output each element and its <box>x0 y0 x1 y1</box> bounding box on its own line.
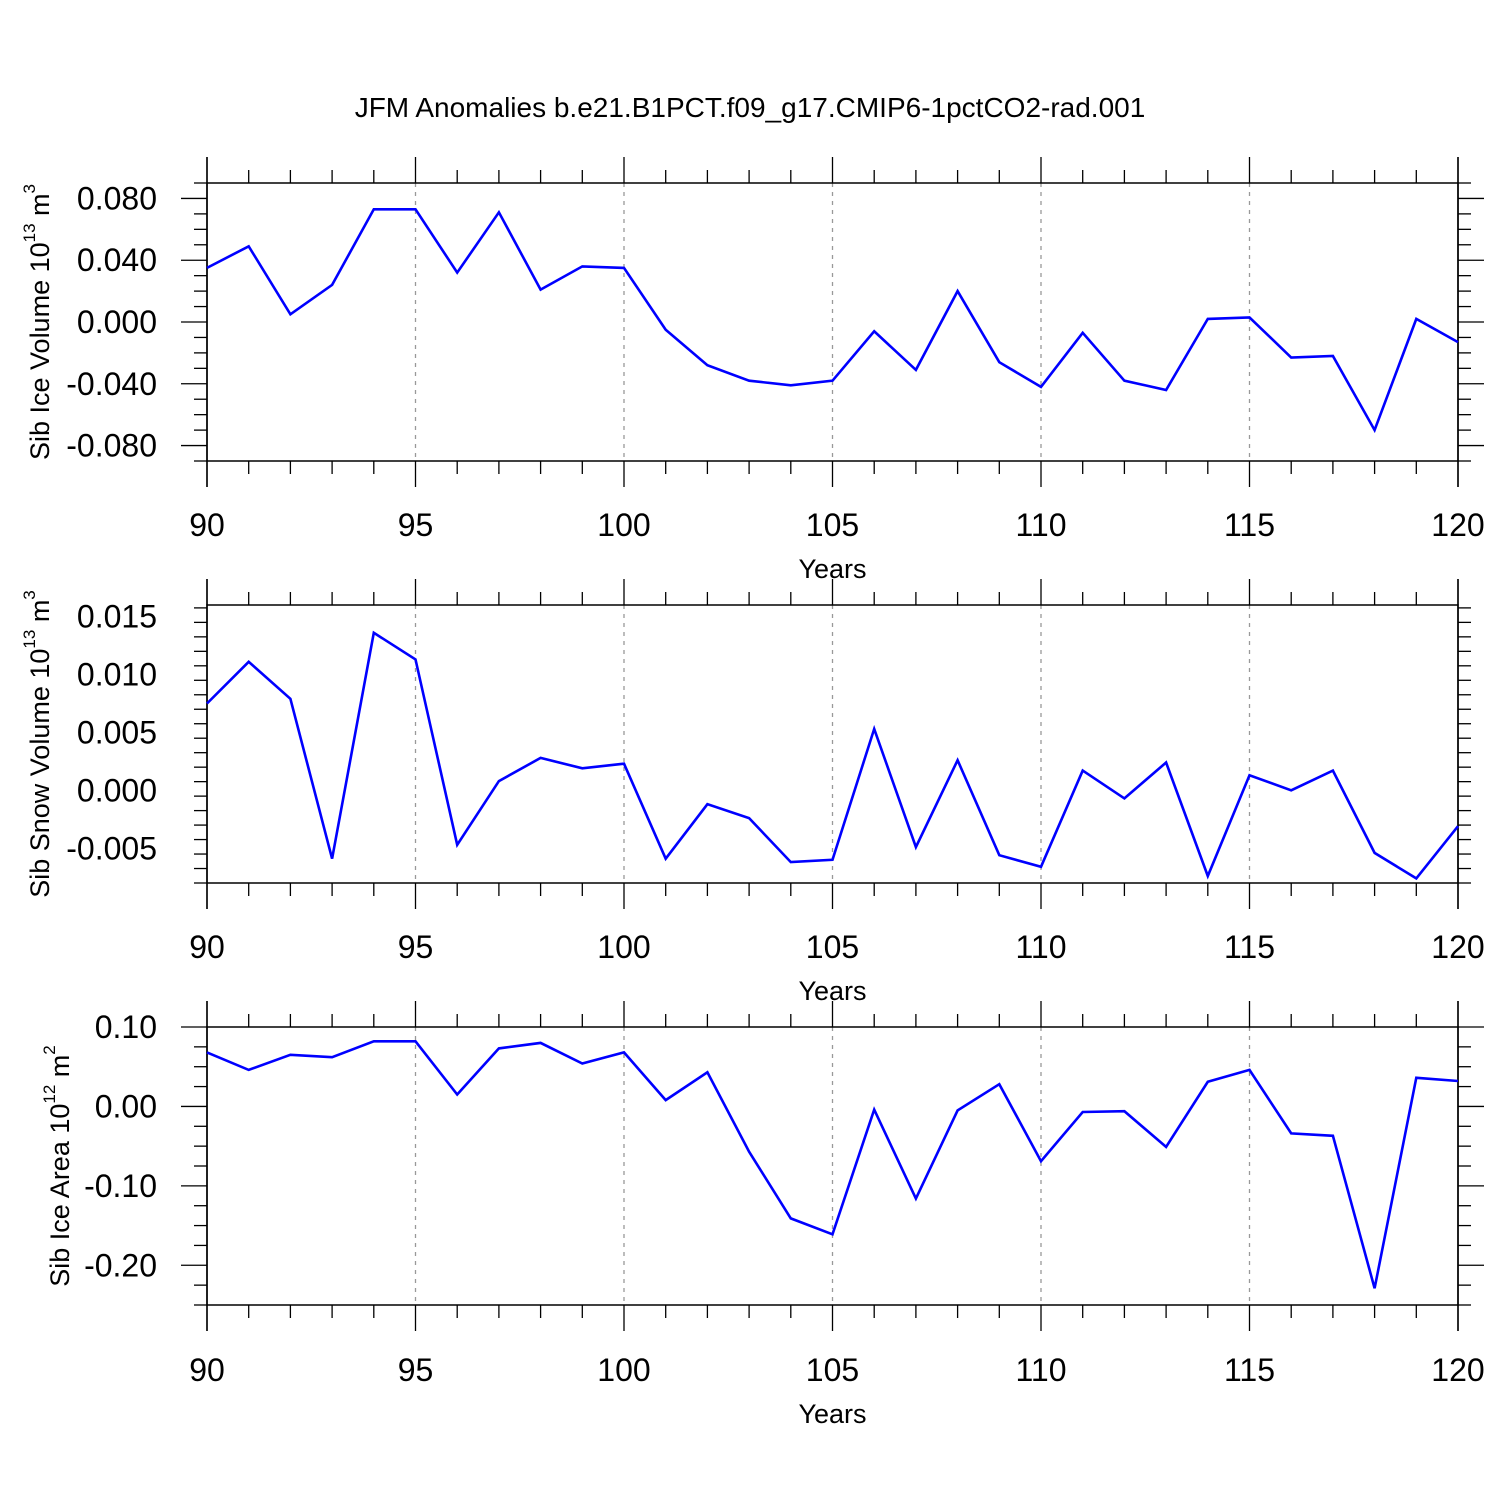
y-tick-label: -0.20 <box>84 1247 157 1283</box>
y-tick-label: -0.005 <box>66 830 157 866</box>
y-tick-label: -0.10 <box>84 1168 157 1204</box>
y-axis-title-part: m <box>25 193 55 223</box>
y-tick-label: 0.00 <box>95 1088 157 1124</box>
x-tick-label: 95 <box>398 929 434 965</box>
y-axis-title-superscript: 12 <box>40 1085 59 1104</box>
y-tick-label: 0.080 <box>77 180 157 216</box>
y-tick-label: 0.010 <box>77 657 157 693</box>
x-tick-label: 110 <box>1015 1352 1066 1388</box>
y-axis-title-part: m <box>45 1055 75 1085</box>
y-axis-title-part: Sib Snow Volume 10 <box>25 649 55 898</box>
x-tick-label: 90 <box>189 929 225 965</box>
x-tick-label: 110 <box>1015 929 1066 965</box>
x-tick-label: 90 <box>189 1352 225 1388</box>
y-tick-label: -0.080 <box>66 428 157 464</box>
y-tick-label: 0.040 <box>77 242 157 278</box>
x-tick-label: 115 <box>1224 1352 1275 1388</box>
y-axis-title: Sib Ice Volume 1013 m3 <box>20 184 55 460</box>
y-axis-title-superscript: 13 <box>20 223 39 242</box>
x-tick-label: 100 <box>597 507 650 543</box>
y-axis-title: Sib Snow Volume 1013 m3 <box>20 590 55 898</box>
y-tick-label: 0.005 <box>77 714 157 750</box>
chart-panel-3: 90 95 100 105 110 115 120 -0.20 -0.10 0.00 0.10 Yea… <box>40 1001 1485 1429</box>
x-tick-label: 115 <box>1224 507 1275 543</box>
x-tick-label: 95 <box>398 507 434 543</box>
y-tick-label: 0.000 <box>77 772 157 808</box>
x-tick-label: 90 <box>189 507 225 543</box>
y-axis-title-superscript: 2 <box>40 1045 59 1054</box>
y-tick-label: -0.040 <box>66 366 157 402</box>
x-tick-label: 95 <box>398 1352 434 1388</box>
x-tick-label: 120 <box>1431 929 1484 965</box>
x-tick-label: 115 <box>1224 929 1275 965</box>
series-line <box>206 630 1460 881</box>
y-axis-title-part: Sib Ice Volume 10 <box>25 242 55 460</box>
series-line <box>206 1040 1459 1289</box>
x-tick-label: 100 <box>597 1352 650 1388</box>
x-tick-label: 105 <box>806 1352 859 1388</box>
figure-title: JFM Anomalies b.e21.B1PCT.f09_g17.CMIP6-… <box>354 92 1146 123</box>
y-axis-title: Sib Ice Area 1012 m2 <box>40 1045 75 1287</box>
x-tick-label: 100 <box>597 929 650 965</box>
x-tick-label: 120 <box>1431 507 1484 543</box>
y-tick-label: 0.000 <box>77 304 157 340</box>
x-tick-label: 120 <box>1431 1352 1484 1388</box>
y-tick-label: 0.10 <box>95 1009 157 1045</box>
x-tick-label: 105 <box>806 929 859 965</box>
y-axis-title-superscript: 3 <box>20 184 39 193</box>
y-tick-label: 0.015 <box>77 599 157 635</box>
y-axis-title-superscript: 3 <box>20 590 39 599</box>
x-tick-label: 110 <box>1015 507 1066 543</box>
y-axis-title-part: Sib Ice Area 10 <box>45 1104 75 1287</box>
y-axis-title-part: m <box>25 600 55 630</box>
chart-panel-2: 90 95 100 105 110 115 120 -0.005 0.000 0.005 0.010… <box>20 579 1485 1006</box>
x-tick-label: 105 <box>806 507 859 543</box>
series-line <box>206 208 1459 434</box>
x-axis-title: Years <box>798 1399 866 1429</box>
y-axis-title-superscript: 13 <box>20 630 39 649</box>
chart-panel-1: 90 95 100 105 110 115 120 -0.080 -0.040 0.000 0.04… <box>20 157 1485 584</box>
